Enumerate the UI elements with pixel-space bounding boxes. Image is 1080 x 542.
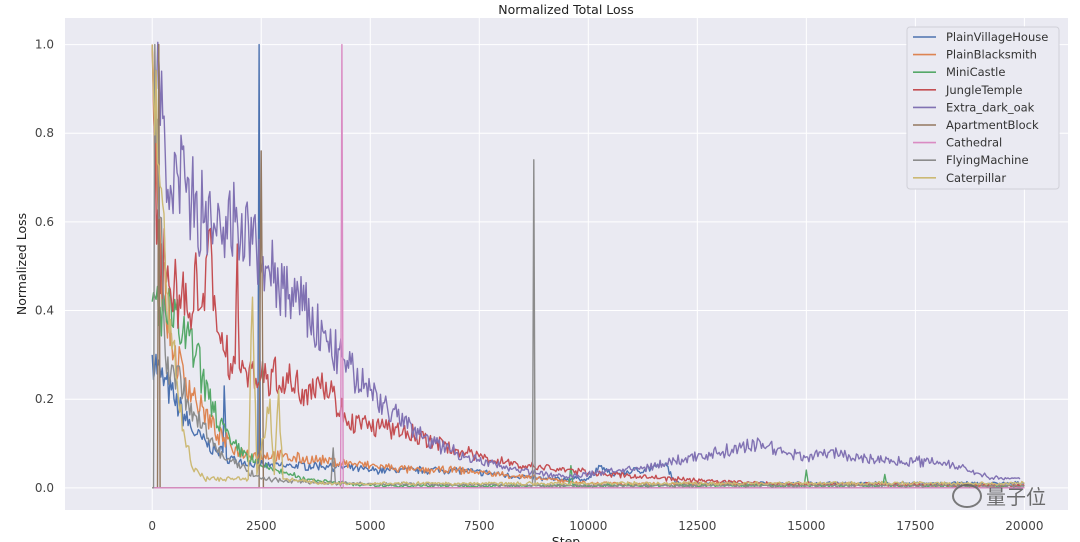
plot-area [65, 18, 1068, 510]
y-axis-label: Normalized Loss [14, 213, 29, 315]
y-tick-label: 0.2 [35, 392, 54, 406]
legend-label: Caterpillar [946, 171, 1006, 185]
series-line-caterpillar [151, 44, 1025, 487]
y-tick-label: 0.6 [35, 215, 54, 229]
watermark-text: 量子位 [986, 485, 1046, 509]
legend: PlainVillageHouse PlainBlacksmith MiniCast… [906, 26, 1060, 190]
legend-label: JungleTemple [945, 83, 1022, 97]
legend-label: Cathedral [946, 136, 1002, 150]
x-tick-label: 20000 [1005, 519, 1043, 533]
legend-label: MiniCastle [946, 65, 1005, 79]
legend-label: ApartmentBlock [946, 118, 1039, 132]
x-tick-label: 12500 [678, 519, 716, 533]
x-tick-label: 15000 [787, 519, 825, 533]
x-tick-label: 5000 [355, 519, 386, 533]
x-tick-label: 7500 [464, 519, 495, 533]
series-line-cathedral [152, 43, 1025, 489]
y-tick-label: 0.4 [35, 304, 54, 318]
series-line-extra_dark_oak [155, 41, 1021, 481]
x-tick-label: 17500 [896, 519, 934, 533]
y-tick-label: 1.0 [35, 38, 54, 52]
watermark: 量子位 [952, 481, 1046, 510]
x-tick-label: 0 [148, 519, 156, 533]
x-axis-label: Step [552, 534, 581, 542]
legend-box [906, 26, 1060, 190]
wechat-icon [952, 483, 982, 508]
y-tick-label: 0.0 [35, 481, 54, 495]
x-tick-label: 2500 [246, 519, 277, 533]
legend-label: PlainBlacksmith [946, 48, 1037, 62]
y-tick-label: 0.8 [35, 126, 54, 140]
legend-label: Extra_dark_oak [946, 100, 1035, 114]
legend-label: FlyingMachine [946, 153, 1029, 167]
chart-title: Normalized Total Loss [498, 2, 633, 17]
x-tick-label: 10000 [569, 519, 607, 533]
legend-label: PlainVillageHouse [946, 30, 1048, 44]
